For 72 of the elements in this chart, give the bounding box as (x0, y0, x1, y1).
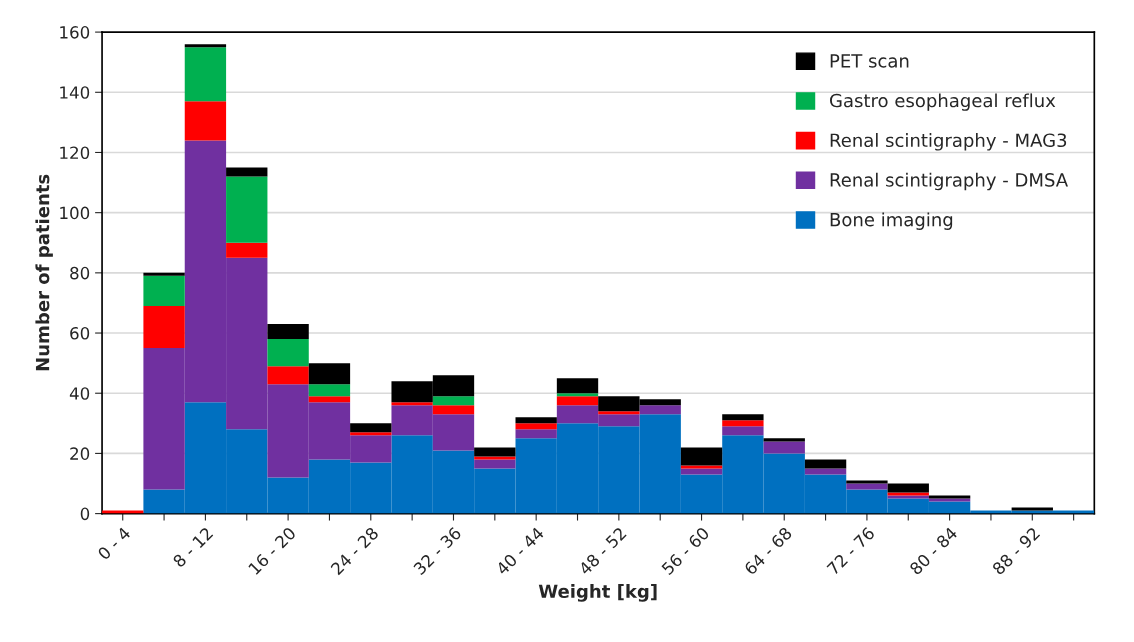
bar (598, 411, 640, 415)
y-tick-label: 160 (60, 26, 90, 39)
bar (267, 339, 309, 367)
bar (804, 459, 847, 469)
bar (846, 480, 888, 484)
bar (143, 272, 185, 276)
bar (184, 47, 227, 102)
bar (722, 420, 764, 427)
bar (556, 396, 599, 406)
x-tick-label: 8 - 12 (172, 526, 214, 568)
bar (887, 483, 929, 493)
bar (226, 176, 268, 243)
legend-label: Renal scintigraphy - DMSA (830, 172, 1068, 191)
y-axis-title: Number of patients (35, 174, 53, 371)
y-tick-label: 20 (70, 447, 90, 460)
x-tick-label: 40 - 44 (495, 526, 545, 576)
bar (474, 456, 516, 460)
bar (763, 441, 805, 454)
bar (432, 396, 475, 406)
bar (184, 101, 227, 141)
bar (680, 465, 723, 469)
x-tick-label: 72 - 76 (826, 526, 876, 576)
y-tick-label: 0 (80, 507, 90, 521)
bar (267, 324, 309, 340)
bar (391, 402, 433, 406)
legend-label: Gastro esophageal reflux (829, 93, 1056, 111)
x-tick-label: 24 - 28 (330, 526, 380, 576)
legend-label: Renal scintigraphy - MAG3 (830, 133, 1067, 151)
bar (226, 242, 268, 258)
x-tick-label: 64 - 68 (743, 526, 793, 576)
x-tick-label: 48 - 52 (577, 526, 627, 576)
y-tick-label: 60 (70, 327, 90, 340)
bar (432, 405, 475, 415)
bar (308, 384, 351, 397)
bar (722, 414, 764, 421)
x-tick-label: 16 - 20 (247, 526, 297, 575)
y-tick-label: 40 (69, 387, 90, 400)
bar (556, 378, 599, 394)
x-tick-label: 80 - 84 (908, 526, 959, 576)
bar (474, 447, 516, 457)
bar (308, 363, 351, 385)
bar (143, 275, 185, 306)
x-axis-title: Weight [kg] (538, 584, 657, 602)
bar (556, 393, 599, 397)
bar (763, 438, 805, 442)
legend-label: PET scan (830, 54, 909, 68)
bar (846, 483, 888, 490)
bar (804, 468, 847, 475)
bar (680, 468, 723, 475)
bar (226, 167, 268, 177)
bar (184, 44, 227, 48)
bar (680, 447, 723, 466)
legend-label: Bone imaging (830, 212, 953, 230)
y-tick-label: 100 (60, 206, 90, 220)
x-tick-label: 0 - 4 (96, 526, 132, 561)
bar (515, 429, 557, 439)
bar (350, 432, 392, 436)
bar (350, 423, 392, 433)
bar (722, 426, 764, 436)
x-tick-label: 88 - 92 (991, 526, 1041, 576)
bar (639, 405, 681, 415)
x-tick-label: 56 - 60 (660, 526, 710, 576)
bar (308, 396, 351, 403)
bar (515, 417, 557, 424)
y-tick-label: 120 (60, 146, 90, 160)
bar (515, 423, 557, 430)
bar (474, 459, 516, 469)
bar (143, 305, 185, 349)
y-tick-label: 140 (60, 86, 90, 99)
x-tick-label: 32 - 36 (412, 526, 462, 576)
bar (267, 366, 309, 385)
y-tick-label: 80 (70, 266, 90, 280)
